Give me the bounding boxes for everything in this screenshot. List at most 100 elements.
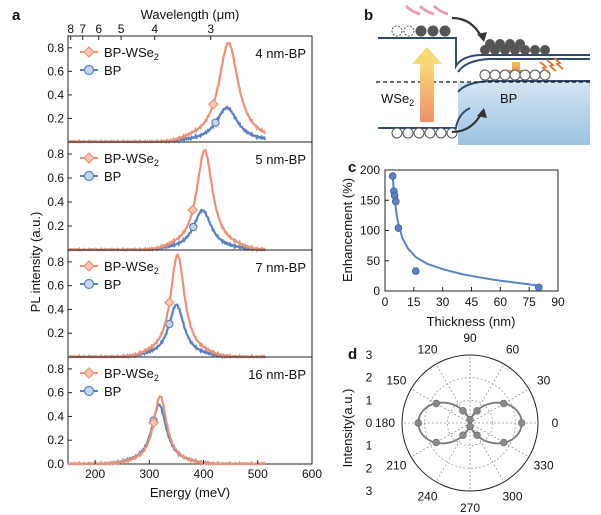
data-point bbox=[391, 197, 400, 206]
polar-spoke bbox=[469, 363, 505, 424]
hole bbox=[413, 127, 425, 139]
y-tick-label: 0.8 bbox=[47, 255, 64, 269]
polar-point bbox=[459, 407, 467, 415]
electron bbox=[427, 25, 439, 37]
panel-a-x-label: Energy (meV) bbox=[150, 485, 230, 500]
electron bbox=[495, 39, 505, 49]
bp-wse2-marker bbox=[148, 417, 160, 429]
x-tick-label: 0 bbox=[382, 295, 389, 309]
top-tick-label: 4 bbox=[151, 22, 158, 36]
x-tick-label: 60 bbox=[494, 295, 508, 309]
panel-label-b: b bbox=[364, 7, 373, 24]
polar-spoke bbox=[469, 422, 505, 483]
x-tick-label: 200 bbox=[85, 467, 105, 481]
polar-point bbox=[414, 419, 423, 427]
electron-transfer-arrowhead bbox=[477, 32, 487, 42]
angle-label: 90 bbox=[463, 331, 477, 345]
legend-marker-bp bbox=[83, 64, 95, 76]
polar-point bbox=[473, 431, 481, 439]
hole bbox=[499, 69, 511, 81]
legend-marker-bp-wse2 bbox=[83, 46, 95, 58]
polar-point bbox=[466, 415, 474, 424]
angle-label: 60 bbox=[506, 342, 520, 356]
bp-wse2-spectrum-4 bbox=[68, 394, 266, 467]
polar-radius-labels: 3 2 1 0 1 2 3 bbox=[366, 348, 373, 498]
emission-bolt-2 bbox=[546, 59, 557, 72]
radius-label: 1 bbox=[366, 393, 373, 407]
angle-label: 0 bbox=[552, 416, 559, 430]
top-tick-label: 5 bbox=[118, 22, 125, 36]
x-tick-label: 75 bbox=[522, 295, 536, 309]
y-tick-label: 0.8 bbox=[47, 147, 64, 161]
legend-label-bp-wse2: BP-WSe2 bbox=[104, 151, 159, 168]
y-tick-label: 0.2 bbox=[47, 433, 64, 447]
y-tick-label: 0.0 bbox=[47, 457, 64, 471]
y-tick-label: 0.6 bbox=[47, 386, 64, 400]
angle-label: 240 bbox=[417, 490, 437, 504]
polar-point bbox=[432, 399, 440, 408]
y-tick-label: 0.8 bbox=[47, 41, 64, 55]
top-tick-label: 7 bbox=[79, 22, 86, 36]
label-subscript: 2 bbox=[154, 52, 159, 62]
bp-wse2-spectrum-1 bbox=[68, 41, 266, 145]
data-point bbox=[390, 191, 399, 200]
subplot-label: 16 nm-BP bbox=[248, 367, 306, 382]
panel-c-frame bbox=[384, 169, 559, 292]
subplot-label: 7 nm-BP bbox=[255, 260, 306, 275]
hole bbox=[479, 69, 491, 81]
radius-label: 0 bbox=[366, 416, 373, 430]
panel-label-d: d bbox=[348, 346, 357, 363]
electron bbox=[439, 25, 451, 37]
hole bbox=[424, 127, 436, 139]
hole bbox=[402, 127, 414, 139]
label-main: BP-WSe bbox=[104, 151, 154, 166]
panel-b-band-diagram: WSe2 BP bbox=[376, 4, 592, 145]
polar-spoke bbox=[410, 422, 471, 458]
bp-wse2-marker bbox=[164, 297, 175, 308]
x-tick-label: 90 bbox=[551, 295, 565, 309]
photon-arrow-3 bbox=[432, 4, 449, 16]
panel-c-enhancement: 0 15 30 45 60 75 90 0 50 100 150 200 Thickness (nm)… bbox=[340, 163, 565, 329]
angle-label: 30 bbox=[537, 374, 551, 388]
x-tick-label: 600 bbox=[302, 467, 322, 481]
electron bbox=[485, 39, 495, 49]
emission-bolt-1 bbox=[539, 61, 550, 74]
panel-c-axes: 0 15 30 45 60 75 90 0 50 100 150 200 bbox=[360, 163, 565, 309]
label-main: BP-WSe bbox=[104, 259, 154, 274]
label-main: BP-WSe bbox=[104, 366, 154, 381]
photon-arrow-2 bbox=[418, 4, 435, 16]
panel-c-x-label: Thickness (nm) bbox=[427, 314, 516, 329]
data-point bbox=[411, 267, 420, 275]
label-main: BP-WSe bbox=[104, 45, 154, 60]
label-main: WSe bbox=[381, 91, 409, 106]
electron bbox=[415, 25, 427, 37]
bp-marker bbox=[211, 118, 220, 127]
y-tick-label: 0.4 bbox=[47, 88, 64, 102]
legend-label-bp: BP bbox=[104, 169, 121, 184]
label-subscript: 2 bbox=[154, 266, 159, 276]
legend-label-bp: BP bbox=[104, 277, 121, 292]
angle-label: 210 bbox=[386, 459, 406, 473]
bp-spectrum-4 bbox=[68, 403, 266, 466]
x-tick-label: 400 bbox=[194, 467, 214, 481]
data-point bbox=[534, 283, 543, 292]
band-gap-arrow-head bbox=[412, 47, 442, 64]
angle-label: 270 bbox=[460, 501, 480, 515]
y-tick-label: 0.2 bbox=[47, 219, 64, 233]
legend-label-bp: BP bbox=[104, 63, 121, 78]
electron bbox=[540, 45, 550, 55]
polar-point bbox=[500, 399, 508, 408]
y-tick-label: 0.6 bbox=[47, 171, 64, 185]
legend-label-bp-wse2: BP-WSe2 bbox=[104, 366, 159, 383]
transfer-arrow-shaft bbox=[512, 62, 520, 70]
y-tick-label: 100 bbox=[360, 224, 380, 238]
angle-label: 330 bbox=[534, 459, 554, 473]
bp-wse2-marker bbox=[207, 98, 219, 110]
y-tick-label: 150 bbox=[360, 193, 380, 207]
polar-spoke bbox=[435, 363, 471, 424]
hole-transfer-arrowhead bbox=[477, 108, 487, 118]
